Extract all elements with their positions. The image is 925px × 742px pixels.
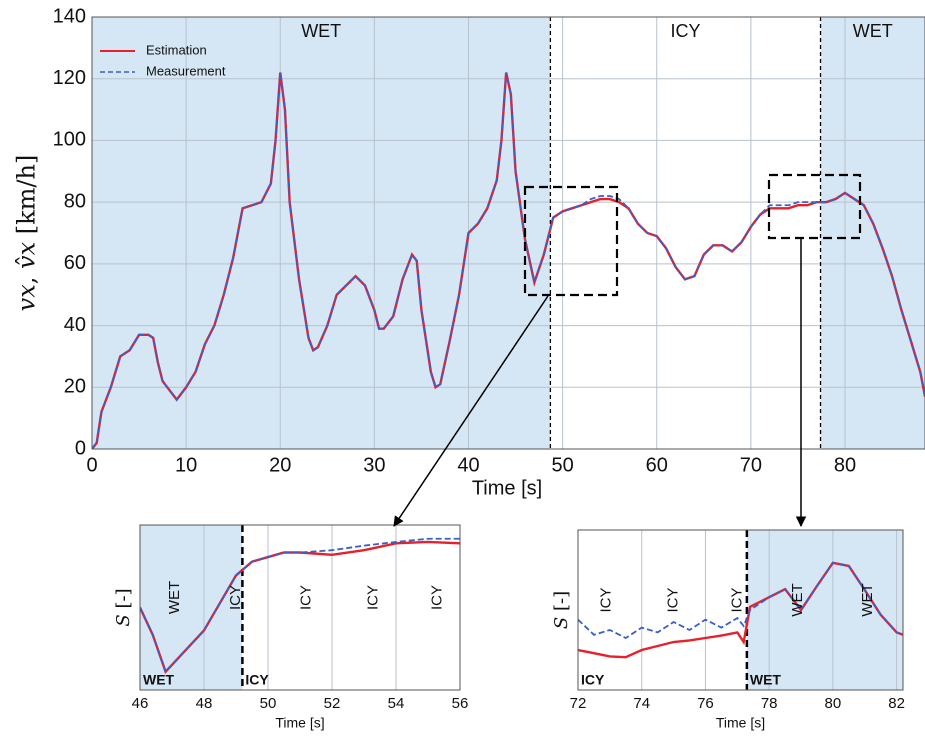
- x-axis-label: Time [s]: [716, 715, 765, 731]
- x-tick-label: 56: [452, 695, 469, 712]
- x-tick-label: 80: [834, 454, 856, 476]
- x-tick-label: 0: [86, 454, 97, 476]
- y-tick-label: 20: [64, 376, 86, 398]
- region: [92, 17, 550, 449]
- y-tick-label: 120: [53, 67, 86, 89]
- region-label: WET: [301, 21, 341, 41]
- legend-label: Measurement: [146, 63, 226, 78]
- x-tick-label: 76: [697, 695, 714, 712]
- region: [747, 530, 903, 690]
- region-label: ICY: [245, 672, 269, 688]
- region-label: WET: [143, 672, 175, 688]
- annotation: ICY: [598, 587, 615, 612]
- region-label: ICY: [670, 21, 700, 41]
- annotation: WET: [166, 581, 183, 614]
- annotation: WET: [789, 583, 806, 616]
- y-tick-label: 0: [75, 437, 86, 459]
- y-axis-label: 𝑆 [-]: [113, 588, 134, 626]
- x-tick-label: 74: [633, 695, 650, 712]
- y-tick-label: 100: [53, 129, 86, 151]
- plot: 46 48 50 52 54 56 WET ICY WET ICY ICY ICY ICY Time [s…: [113, 525, 468, 731]
- annotation: ICY: [365, 585, 382, 610]
- x-tick-label: 48: [196, 695, 213, 712]
- y-axis-label: 𝑣𝑥, 𝑣̂𝑥 [km/h]: [13, 155, 41, 312]
- x-tick-label: 82: [888, 695, 905, 712]
- x-tick-label: 80: [825, 695, 842, 712]
- annotation: ICY: [297, 585, 314, 610]
- x-tick-label: 50: [260, 695, 277, 712]
- x-tick-label: 30: [363, 454, 385, 476]
- y-tick-label: 60: [64, 252, 86, 274]
- x-tick-label: 70: [740, 454, 762, 476]
- region: [550, 17, 820, 449]
- x-tick-label: 46: [132, 695, 149, 712]
- x-tick-label: 60: [646, 454, 668, 476]
- region-label: WET: [750, 672, 782, 688]
- y-tick-label: 80: [64, 190, 86, 212]
- plot: 72 74 76 78 80 82 ICY WET ICY ICY ICY WET WET Time [s…: [551, 530, 905, 731]
- annotation: ICY: [728, 587, 745, 612]
- x-tick-label: 50: [551, 454, 573, 476]
- annotation: WET: [859, 583, 876, 616]
- region: [242, 525, 460, 690]
- x-tick-label: 20: [269, 454, 291, 476]
- annotation: ICY: [665, 587, 682, 612]
- y-tick-label: 40: [64, 314, 86, 336]
- plot-area: [92, 17, 925, 449]
- annotation: ICY: [227, 585, 244, 610]
- region-label: ICY: [581, 672, 605, 688]
- x-tick-label: 78: [761, 695, 778, 712]
- plot: 0 10 20 30 40 50 60 70 80 0 20 40 60 80 100 120 140 WET IC…: [13, 5, 925, 499]
- annotation: ICY: [429, 585, 446, 610]
- x-tick-label: 40: [457, 454, 479, 476]
- x-tick-label: 54: [388, 695, 405, 712]
- x-axis-label: Time [s]: [472, 477, 542, 499]
- legend-label: Estimation: [146, 42, 207, 57]
- x-tick-label: 10: [175, 454, 197, 476]
- y-tick-label: 140: [53, 5, 86, 27]
- region: [821, 17, 925, 449]
- x-tick-label: 72: [570, 695, 587, 712]
- x-tick-label: 52: [324, 695, 341, 712]
- region-label: WET: [853, 21, 893, 41]
- y-axis-label: 𝑆 [-]: [551, 591, 572, 629]
- x-axis-label: Time [s]: [275, 715, 324, 731]
